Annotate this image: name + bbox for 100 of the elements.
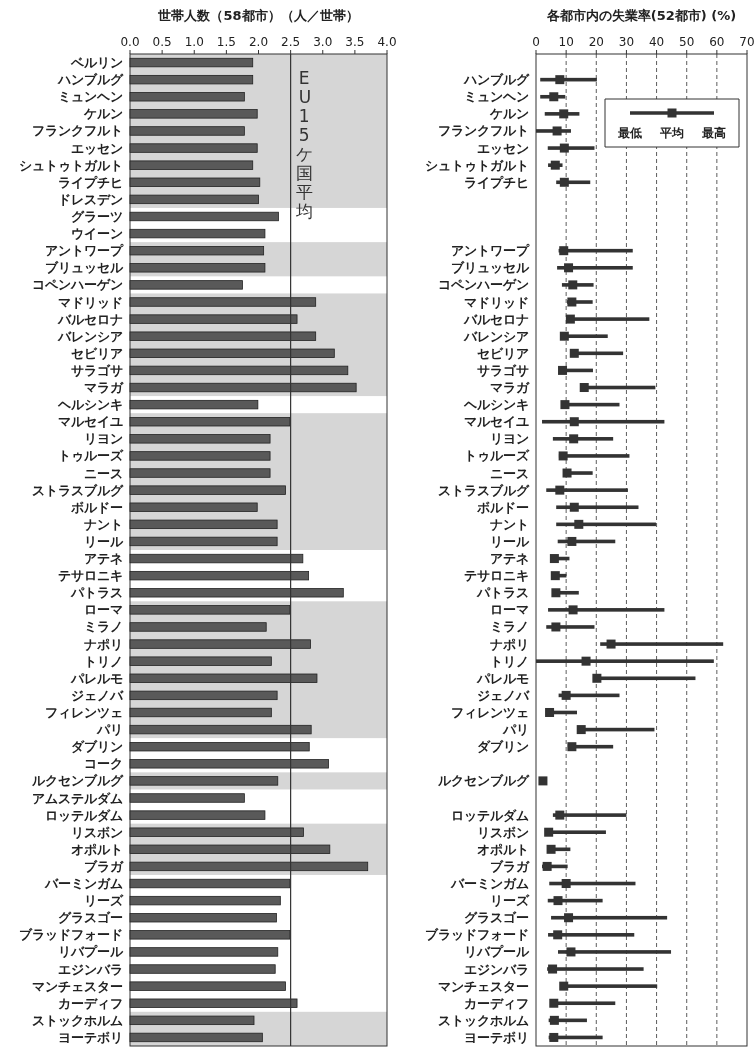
y-tick-label: ブラガ	[84, 858, 124, 874]
y-tick-label: エジンバラ	[58, 961, 123, 977]
y-tick-label: フランクフルト	[438, 123, 529, 139]
y-tick-label: トゥルーズ	[58, 448, 124, 464]
ref-line-label: EU15ケ国平均	[294, 68, 313, 221]
y-tick-label: コーク	[84, 756, 123, 772]
y-tick-label: アテネ	[84, 551, 123, 567]
y-tick-label: ナポリ	[84, 636, 123, 652]
y-tick-label: ミラノ	[490, 619, 529, 635]
y-tick-label: シュトゥトガルト	[425, 157, 529, 173]
y-tick-label: ブリュッセル	[45, 260, 124, 276]
y-tick-label: バーミンガム	[450, 876, 529, 892]
x-tick-label: 30	[618, 35, 635, 49]
x-tick-label: 0	[532, 35, 540, 49]
y-tick-label: マンチェスター	[32, 978, 123, 994]
annotation: 平均	[659, 126, 684, 140]
y-tick-label: ミラノ	[84, 619, 123, 635]
y-tick-label: ウイーン	[71, 226, 123, 242]
y-tick-label: リヨン	[490, 431, 529, 447]
x-tick-label: 60	[709, 35, 725, 49]
y-tick-label: リヨン	[84, 431, 123, 447]
y-tick-label: ローマ	[490, 602, 529, 618]
y-tick-label: リスボン	[71, 824, 123, 840]
x-tick-label: 3.5	[345, 35, 365, 49]
y-tick-label: ナポリ	[490, 636, 529, 652]
y-tick-label: ブラッドフォード	[19, 927, 123, 943]
y-tick-label: ライプチヒ	[58, 174, 123, 190]
y-tick-label: ボルドー	[70, 499, 123, 515]
y-tick-label: ロッテルダム	[45, 807, 123, 823]
y-tick-label: トゥルーズ	[464, 448, 530, 464]
y-tick-label: ミュンヘン	[58, 89, 123, 105]
y-tick-label: エッセン	[477, 140, 529, 156]
y-tick-label: パトラス	[70, 585, 123, 601]
y-tick-label: リバプール	[58, 944, 124, 960]
annotation: 最低	[617, 126, 642, 140]
x-tick-label: 0.5	[152, 35, 172, 49]
y-tick-label: マラガ	[84, 380, 124, 396]
y-tick-label: パリ	[502, 722, 529, 738]
x-tick-label: 70	[739, 35, 755, 49]
x-tick-label: 0.0	[120, 35, 140, 49]
y-tick-label: サラゴサ	[71, 362, 123, 378]
y-tick-label: コペンハーゲン	[438, 277, 529, 293]
y-tick-label: ダブリン	[71, 739, 123, 755]
y-tick-label: マドリッド	[58, 294, 123, 310]
x-tick-label: 1.0	[184, 35, 204, 49]
y-tick-label: グラーツ	[71, 208, 123, 224]
y-tick-label: リーズ	[84, 893, 124, 909]
chart-title: 世帯人数（58都市）（人／世帯）	[157, 8, 359, 23]
y-tick-label: トリノ	[490, 653, 529, 669]
y-tick-label: ジェノバ	[71, 687, 124, 703]
y-tick-label: ヘルシンキ	[57, 397, 123, 413]
y-tick-label: セビリア	[71, 345, 123, 361]
y-tick-label: テサロニキ	[464, 568, 529, 584]
y-tick-label: セビリア	[477, 345, 529, 361]
y-tick-label: パリ	[96, 722, 123, 738]
y-tick-label: ニース	[84, 465, 123, 481]
x-tick-label: 40	[648, 35, 665, 49]
chart-title: 各都市内の失業率(52都市) (%)	[545, 8, 737, 23]
y-tick-label: ローマ	[84, 602, 123, 618]
y-tick-label: ナント	[490, 516, 529, 532]
x-tick-label: 10	[558, 35, 574, 49]
y-tick-label: ケルン	[83, 106, 123, 122]
y-tick-label: ハンブルグ	[463, 72, 530, 88]
y-tick-label: ルクセンブルグ	[437, 773, 530, 789]
y-tick-label: ストラスブルグ	[438, 482, 530, 498]
y-tick-label: フィレンツェ	[451, 704, 529, 720]
y-tick-label: ドレスデン	[58, 191, 123, 207]
y-tick-label: ダブリン	[477, 739, 529, 755]
y-tick-label: ミュンヘン	[464, 89, 529, 105]
y-tick-label: ライプチヒ	[464, 174, 529, 190]
y-tick-label: ブリュッセル	[451, 260, 530, 276]
x-tick-label: 20	[588, 35, 604, 49]
picture-range-key: 最低 平均 最高	[604, 98, 740, 148]
y-tick-label: カーディフ	[464, 995, 529, 1011]
y-tick-label: ヘルシンキ	[463, 397, 529, 413]
y-tick-label: リスボン	[477, 824, 529, 840]
y-tick-label: トリノ	[84, 653, 123, 669]
y-tick-label: カーディフ	[58, 995, 123, 1011]
y-tick-label: マルセイユ	[58, 414, 123, 430]
y-tick-label: コペンハーゲン	[32, 277, 123, 293]
y-tick-label: アテネ	[490, 551, 529, 567]
x-tick-label: 4.0	[377, 35, 397, 49]
y-tick-label: ロッテルダム	[451, 807, 529, 823]
y-tick-label: ストックホルム	[438, 1012, 529, 1028]
x-tick-label: 1.5	[216, 35, 236, 49]
y-tick-label: バルセロナ	[463, 311, 529, 327]
y-tick-label: サラゴサ	[477, 362, 529, 378]
y-tick-label: ストックホルム	[32, 1012, 123, 1028]
y-tick-label: ニース	[490, 465, 529, 481]
y-tick-label: フィレンツェ	[45, 704, 123, 720]
y-tick-label: オポルト	[477, 841, 529, 857]
y-tick-label: ボルドー	[476, 499, 529, 515]
x-tick-label: 2.5	[281, 35, 301, 49]
y-tick-label: オポルト	[71, 841, 123, 857]
y-tick-label: バレンシア	[57, 328, 123, 344]
y-tick-label: ヨーテボリ	[58, 1029, 123, 1045]
y-tick-label: ケルン	[489, 106, 529, 122]
y-tick-label: マラガ	[490, 380, 530, 396]
y-tick-label: パレルモ	[476, 670, 529, 686]
y-tick-label: ブラッドフォード	[425, 927, 529, 943]
